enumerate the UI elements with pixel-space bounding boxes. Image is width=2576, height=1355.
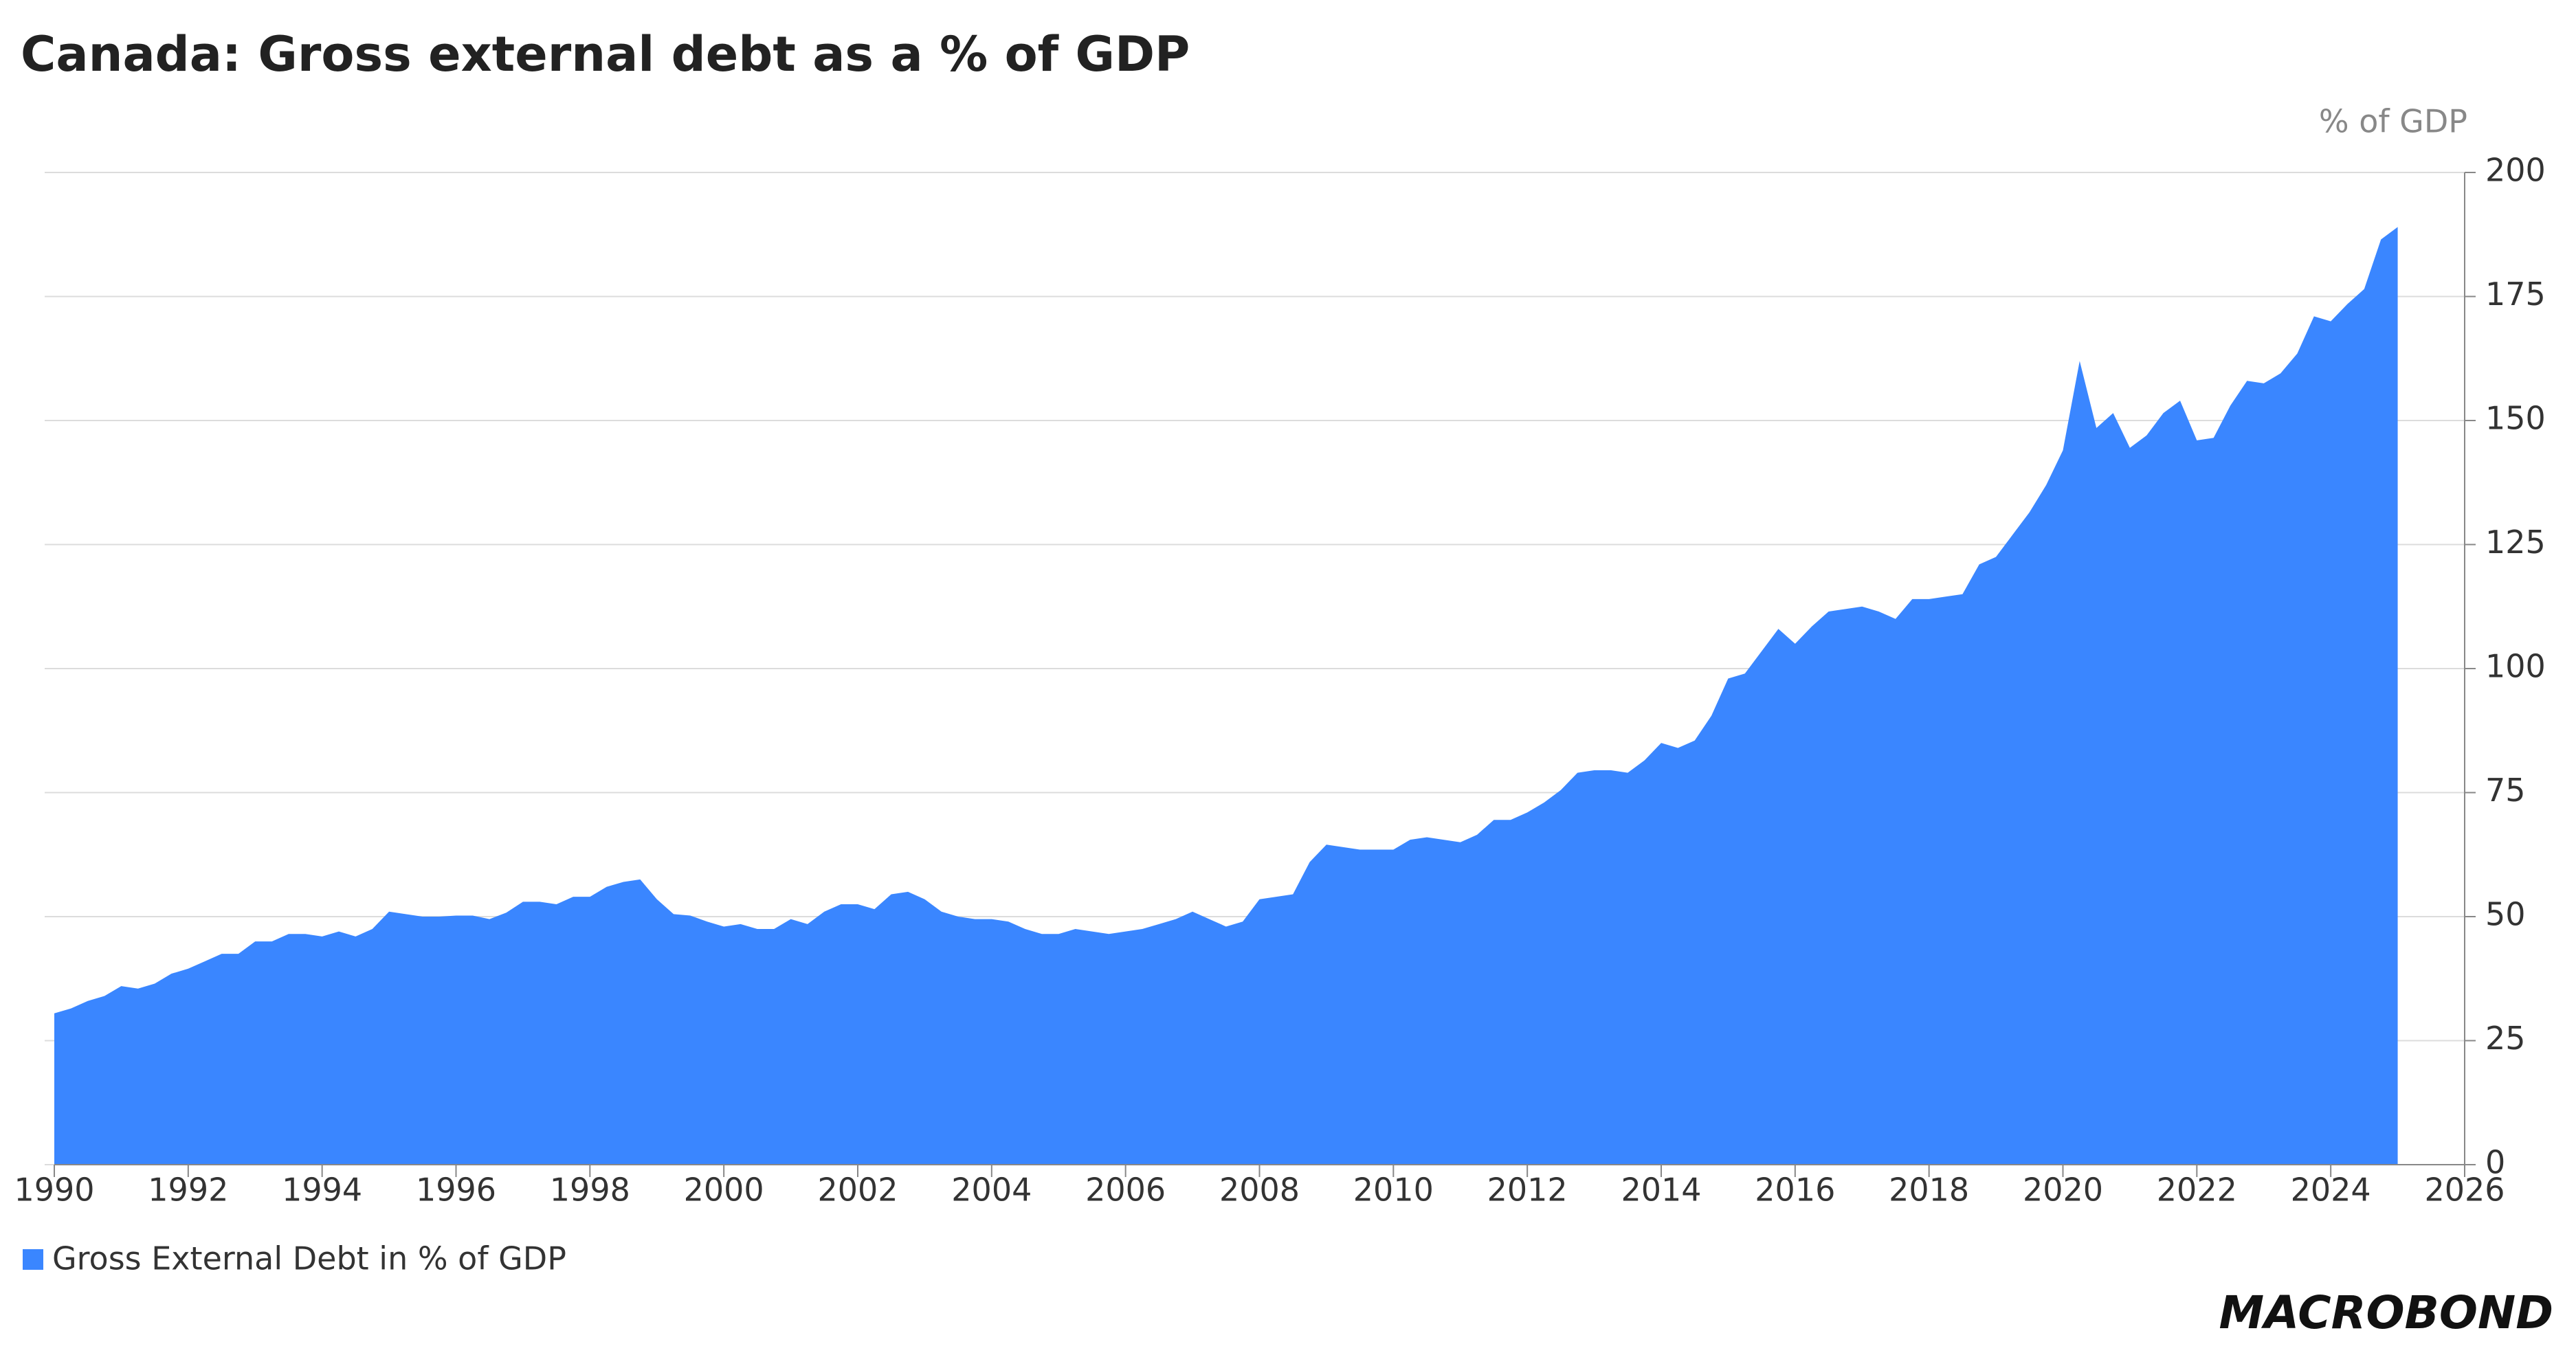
y-axis-label: % of GDP [2319,103,2467,140]
logo: MACROBOND [2219,1286,2553,1339]
x-tick-label: 2000 [684,1172,764,1209]
chart-title: Canada: Gross external debt as a % of GD… [21,26,1190,82]
x-tick-label: 2008 [1219,1172,1300,1209]
y-tick-label: 100 [2485,648,2546,685]
y-tick-label: 0 [2485,1144,2505,1181]
x-tick-label: 2024 [2291,1172,2371,1209]
x-tick-label: 1996 [416,1172,496,1209]
y-tick-label: 50 [2485,896,2526,933]
x-tick-label: 2026 [2424,1172,2505,1209]
y-tick-label: 125 [2485,524,2546,561]
x-tick-label: 2006 [1085,1172,1166,1209]
x-tick-label: 2022 [2157,1172,2237,1209]
x-tick-label: 1990 [14,1172,94,1209]
x-tick-label: 2018 [1889,1172,1969,1209]
x-tick-label: 2010 [1353,1172,1434,1209]
legend-label: Gross External Debt in % of GDP [52,1240,566,1277]
x-tick-label: 2002 [817,1172,898,1209]
y-tick-label: 25 [2485,1020,2526,1057]
x-tick-label: 1998 [550,1172,630,1209]
y-tick-label: 75 [2485,772,2526,809]
x-tick-label: 2020 [2023,1172,2103,1209]
legend-swatch [23,1249,43,1270]
x-tick-label: 2012 [1487,1172,1568,1209]
x-tick-label: 1994 [282,1172,362,1209]
x-tick-label: 2016 [1755,1172,1835,1209]
x-tick-label: 2014 [1621,1172,1701,1209]
area [54,227,2398,1165]
y-tick-label: 175 [2485,276,2546,313]
x-tick-label: 2004 [951,1172,1032,1209]
x-tick-label: 1992 [148,1172,228,1209]
y-tick-label: 150 [2485,400,2546,437]
y-tick-label: 200 [2485,152,2546,189]
